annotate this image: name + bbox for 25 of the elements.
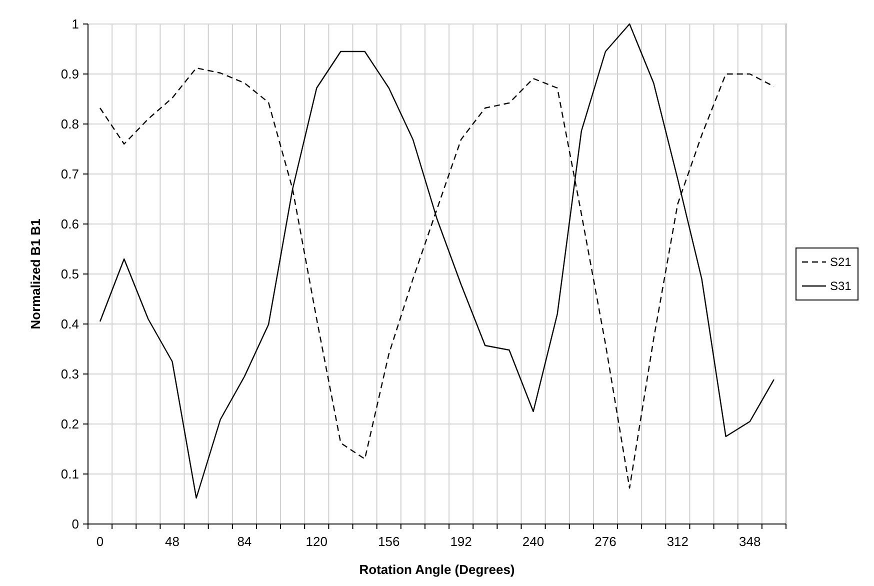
y-tick-label: 0.4 (60, 316, 79, 332)
x-axis-title: Rotation Angle (Degrees) (359, 562, 515, 577)
y-tick-label: 0 (72, 516, 79, 532)
x-tick-label: 240 (522, 534, 544, 549)
x-tick-label: 120 (306, 534, 328, 549)
x-tick-label: 156 (378, 534, 400, 549)
y-tick-label: 0.7 (60, 166, 79, 182)
x-tick-label: 84 (237, 534, 252, 549)
y-tick-label: 0.8 (60, 116, 79, 132)
x-tick-label: 348 (739, 534, 761, 549)
legend-label: S31 (830, 279, 852, 294)
y-tick-label: 0.1 (60, 466, 79, 482)
y-tick-label: 1 (72, 16, 79, 32)
y-tick-label: 0.3 (60, 366, 79, 382)
y-axis-title: Normalized B1 B1 (28, 218, 43, 330)
x-tick-label: 312 (666, 534, 689, 549)
y-tick-label: 0.2 (60, 416, 79, 432)
x-tick-label: 48 (165, 534, 180, 549)
legend-label: S21 (830, 255, 852, 270)
y-tick-label: 0.6 (60, 216, 79, 232)
y-tick-label: 0.9 (60, 66, 79, 82)
x-tick-label: 0 (96, 534, 104, 549)
y-tick-label: 0.5 (60, 266, 79, 282)
x-tick-label: 276 (594, 534, 616, 549)
x-tick-label: 192 (450, 534, 472, 549)
